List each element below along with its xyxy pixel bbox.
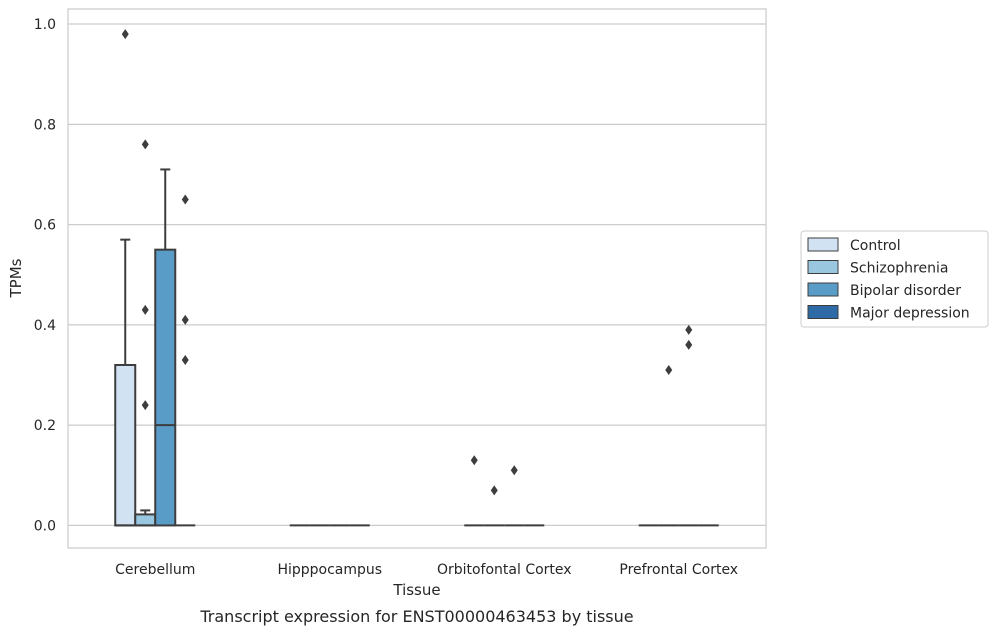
outlier-point <box>490 485 498 496</box>
chart-caption: Transcript expression for ENST0000046345… <box>199 607 633 626</box>
y-tick-label: 0.4 <box>34 318 56 334</box>
outlier-point <box>685 339 693 350</box>
x-tick-label: Hipppocampus <box>277 562 382 578</box>
box-iqr <box>154 248 177 527</box>
outlier-point <box>470 455 478 466</box>
plot-frame <box>67 8 767 549</box>
y-tick-label: 0.8 <box>34 117 56 133</box>
series-schizophrenia <box>134 139 679 527</box>
y-tick-label: 0.2 <box>34 418 56 434</box>
legend: Control Schizophrenia Bipolar disorder Majo… <box>800 230 989 328</box>
box <box>678 324 699 527</box>
legend-swatch <box>807 305 839 319</box>
outlier-point <box>510 465 518 476</box>
series-control <box>114 29 659 527</box>
series-bipolar-disorder <box>154 168 699 527</box>
box-iqr <box>134 513 157 527</box>
outlier-point <box>141 400 149 411</box>
box <box>464 455 485 527</box>
series-major-depression <box>175 194 719 527</box>
outlier-point <box>141 139 149 150</box>
legend-label: Major depression <box>850 306 970 322</box>
legend-swatch <box>807 237 839 252</box>
y-tick-label: 0.0 <box>34 518 56 534</box>
outlier-point <box>181 194 189 205</box>
outlier-point <box>121 29 129 40</box>
legend-swatch <box>807 282 839 297</box>
legend-frame <box>800 230 989 328</box>
outlier-point <box>181 354 189 365</box>
y-tick-label: 1.0 <box>34 17 56 33</box>
outlier-point <box>685 324 693 335</box>
x-tick-label: Prefrontal Cortex <box>619 562 738 578</box>
x-tick-label: Orbitofontal Cortex <box>437 562 572 578</box>
box <box>658 365 679 527</box>
outlier-point <box>665 365 673 376</box>
box <box>154 168 177 527</box>
outlier-point <box>141 304 149 315</box>
y-axis-title: TPMs <box>7 258 25 298</box>
x-axis-title: Tissue <box>392 581 440 599</box>
y-axis-ticks: 0.0 0.2 0.4 0.6 0.8 1.0 <box>34 17 56 534</box>
box <box>134 139 157 527</box>
y-tick-label: 0.6 <box>34 218 56 234</box>
x-axis-ticks: Cerebellum Hipppocampus Orbitofontal Corte… <box>115 562 738 578</box>
box-iqr <box>114 363 137 527</box>
box <box>114 29 137 527</box>
x-tick-label: Cerebellum <box>115 562 195 578</box>
outlier-point <box>181 314 189 325</box>
legend-label: Schizophrenia <box>850 261 948 277</box>
box <box>175 194 196 527</box>
box <box>504 465 525 527</box>
box-plot-series <box>114 29 719 527</box>
box <box>484 485 505 527</box>
legend-label: Bipolar disorder <box>850 283 961 299</box>
legend-label: Control <box>850 238 901 254</box>
legend-swatch <box>807 260 839 274</box>
